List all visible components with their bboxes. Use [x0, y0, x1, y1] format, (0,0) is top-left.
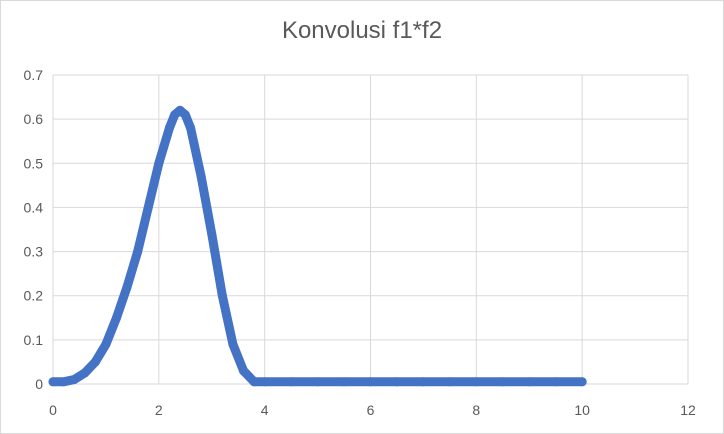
y-tick-label: 0.3: [24, 244, 44, 260]
data-point: [180, 110, 190, 120]
data-point: [239, 366, 248, 376]
data-point: [143, 202, 153, 212]
data-point: [286, 377, 296, 387]
data-point: [228, 339, 238, 349]
y-tick-label: 0.7: [24, 67, 44, 83]
series-line: [48, 105, 587, 387]
data-point: [217, 291, 227, 301]
data-point: [133, 247, 143, 257]
gridlines: [52, 74, 689, 385]
data-point: [59, 377, 69, 387]
data-point: [392, 377, 402, 387]
y-tick-label: 0.1: [24, 332, 44, 348]
data-point: [471, 377, 481, 387]
x-tick-label: 4: [261, 402, 269, 418]
data-point: [207, 229, 217, 239]
data-point: [366, 377, 375, 387]
tick-labels: 0 0.1 0.2 0.3 0.4 0.5 0.6 0.7 0 2 4 6 8 10 12: [24, 67, 696, 418]
data-point: [154, 158, 164, 168]
x-tick-label: 2: [155, 402, 163, 418]
data-point: [577, 377, 587, 387]
data-point: [313, 377, 323, 387]
data-point: [418, 377, 428, 387]
data-point: [524, 377, 534, 387]
data-point: [498, 377, 508, 387]
data-point: [48, 377, 58, 387]
chart-title: Konvolusi f1*f2: [281, 17, 443, 44]
x-tick-label: 10: [574, 402, 590, 418]
x-tick-label: 8: [472, 402, 480, 418]
data-point: [260, 377, 270, 387]
data-point: [69, 375, 79, 385]
data-point: [101, 339, 111, 349]
data-series: [48, 105, 587, 387]
data-point: [249, 377, 259, 387]
data-point: [112, 313, 121, 323]
data-point: [80, 368, 90, 378]
data-point: [445, 377, 455, 387]
y-tick-label: 0: [35, 376, 43, 392]
data-point: [196, 172, 206, 182]
y-tick-label: 0.6: [24, 111, 44, 127]
x-tick-label: 0: [49, 402, 57, 418]
y-tick-label: 0.5: [24, 155, 44, 171]
data-point: [164, 123, 174, 133]
data-point: [186, 123, 196, 133]
data-point: [339, 377, 349, 387]
x-tick-label: 6: [367, 402, 375, 418]
data-point: [551, 377, 561, 387]
data-point: [90, 357, 100, 367]
y-tick-label: 0.4: [24, 199, 44, 215]
y-tick-label: 0.2: [24, 288, 44, 304]
data-point: [122, 282, 132, 292]
x-tick-label: 12: [680, 402, 696, 418]
